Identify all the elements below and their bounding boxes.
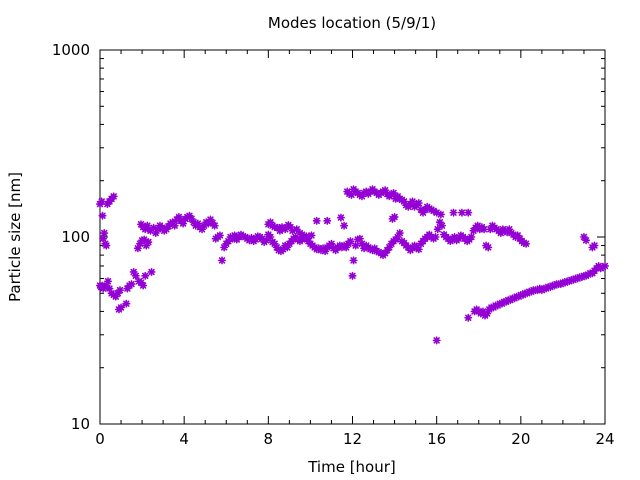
data-point xyxy=(432,336,441,345)
data-point xyxy=(144,238,153,247)
data-point xyxy=(323,216,332,225)
axis-tick-labels: 0 4 8 12 16 20 24 10 100 1000 xyxy=(52,41,615,448)
data-point xyxy=(431,233,440,241)
y-tick-label: 10 xyxy=(71,415,90,433)
y-tick-label: 1000 xyxy=(52,41,90,59)
y-tick-label: 100 xyxy=(61,228,90,246)
x-tick-label: 24 xyxy=(595,430,614,448)
data-point xyxy=(117,303,126,312)
data-point xyxy=(297,230,307,239)
data-point xyxy=(414,198,423,207)
data-point xyxy=(141,271,150,280)
data-point xyxy=(292,225,301,234)
data-point xyxy=(97,197,106,206)
chart-title: Modes location (5/9/1) xyxy=(268,14,436,32)
data-point xyxy=(600,261,610,270)
data-point xyxy=(436,210,445,219)
data-point xyxy=(210,221,219,230)
data-point xyxy=(484,243,493,252)
data-point xyxy=(127,280,136,289)
data-point xyxy=(351,241,360,250)
data-point xyxy=(390,212,399,221)
x-tick-label: 8 xyxy=(264,430,274,448)
data-point xyxy=(346,237,355,246)
x-axis-label: Time [hour] xyxy=(307,458,396,476)
x-tick-label: 20 xyxy=(511,430,530,448)
axis-ticks xyxy=(99,49,606,425)
data-point xyxy=(139,281,148,290)
data-point xyxy=(103,277,112,286)
x-tick-label: 4 xyxy=(179,430,189,448)
data-point xyxy=(303,234,312,243)
data-point xyxy=(131,271,140,280)
x-tick-label: 12 xyxy=(343,430,362,448)
data-point xyxy=(215,231,224,240)
data-point xyxy=(143,221,152,230)
plot-frame xyxy=(99,49,606,425)
data-point xyxy=(340,221,349,230)
data-point xyxy=(122,299,131,308)
data-point xyxy=(464,313,473,322)
data-points xyxy=(96,185,610,345)
data-point xyxy=(348,271,357,280)
data-point xyxy=(480,225,489,234)
y-axis-label: Particle size [nm] xyxy=(6,172,24,302)
data-point xyxy=(100,229,109,238)
data-point xyxy=(98,211,107,220)
data-point xyxy=(109,192,118,201)
data-point xyxy=(449,208,458,217)
x-tick-label: 16 xyxy=(427,430,446,448)
data-point xyxy=(218,256,227,265)
data-point xyxy=(414,245,423,254)
data-point xyxy=(170,221,179,230)
data-point xyxy=(147,267,156,276)
data-point xyxy=(395,229,404,238)
x-tick-label: 0 xyxy=(95,430,105,448)
data-point xyxy=(522,239,531,248)
data-point xyxy=(312,216,321,225)
data-point xyxy=(457,208,466,217)
data-point xyxy=(262,236,271,245)
data-point xyxy=(349,256,358,265)
data-point xyxy=(464,208,473,217)
data-point xyxy=(102,241,111,250)
data-point xyxy=(582,236,591,245)
data-point xyxy=(336,213,345,222)
data-point xyxy=(307,231,316,240)
data-point xyxy=(590,241,599,250)
data-point xyxy=(437,221,446,230)
data-point xyxy=(115,286,124,295)
data-point xyxy=(467,233,476,241)
